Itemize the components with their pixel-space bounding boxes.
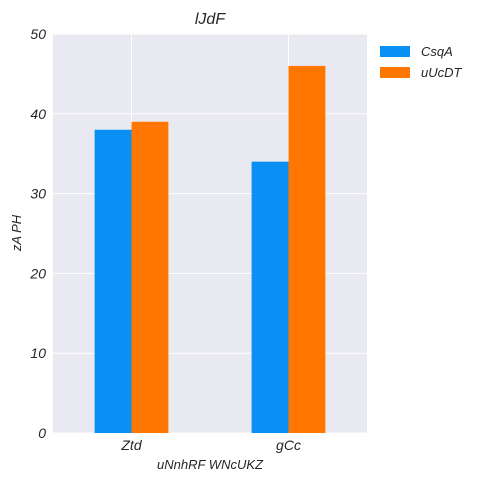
y-axis-label: zA PH (9, 214, 24, 252)
x-tick-label: gCc (276, 437, 301, 453)
y-tick-label: 30 (30, 186, 46, 202)
x-tick-labels: Ztd gCc (120, 437, 301, 453)
y-tick-label: 10 (30, 345, 46, 361)
bar-CsqA-Ztd (94, 129, 132, 433)
legend: CsqA uUcDT (380, 44, 463, 80)
chart-title: lJdF (195, 11, 226, 28)
legend-label-uUcDT: uUcDT (421, 65, 463, 80)
x-tick-label: Ztd (120, 437, 142, 453)
bar-uUcDT-Ztd (131, 121, 169, 433)
legend-swatch-CsqA (380, 46, 410, 57)
y-tick-label: 0 (38, 425, 46, 441)
bar-uUcDT-gCc (288, 65, 326, 434)
bars (94, 65, 326, 434)
bar-CsqA-gCc (251, 161, 289, 433)
x-axis-label: uNnhRF WNcUKZ (157, 457, 264, 472)
legend-label-CsqA: CsqA (421, 44, 453, 59)
y-tick-labels: 0 10 20 30 40 50 (29, 26, 46, 441)
y-tick-label: 40 (30, 106, 46, 122)
y-tick-label: 50 (30, 26, 46, 42)
legend-swatch-uUcDT (380, 67, 410, 78)
y-tick-label: 20 (29, 265, 46, 281)
